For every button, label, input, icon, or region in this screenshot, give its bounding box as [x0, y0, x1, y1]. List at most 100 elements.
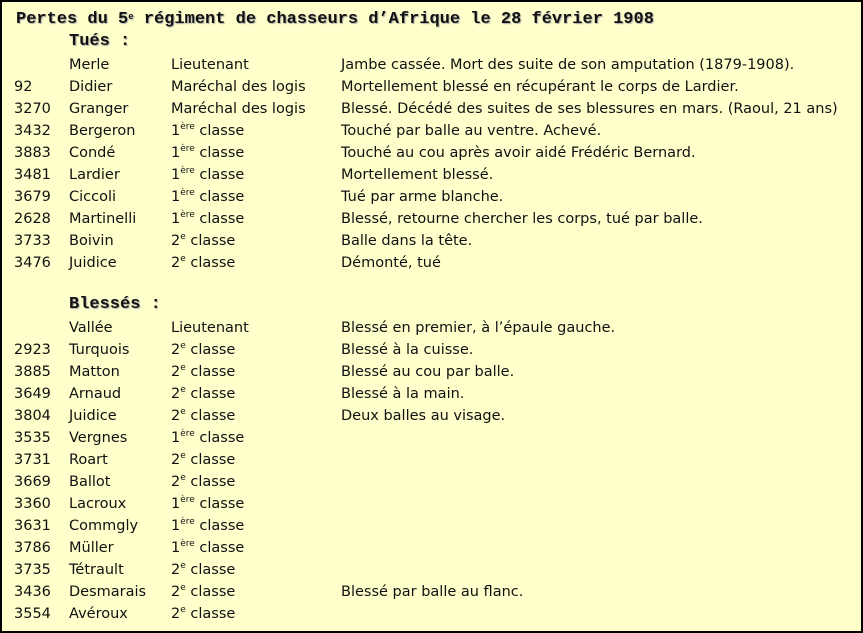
soldier-rank: 1ère classe — [171, 120, 244, 142]
page-title: Pertes du 5e régiment de chasseurs d’Afr… — [16, 10, 654, 29]
rank-base: 1 — [171, 518, 181, 534]
rank-base: Maréchal des logis — [171, 79, 306, 95]
rank-superscript: ère — [180, 539, 195, 549]
rank-superscript: ère — [180, 429, 195, 439]
rank-base: 1 — [171, 189, 181, 205]
soldier-name: Bergeron — [69, 123, 136, 139]
rank-base: 2 — [171, 342, 181, 358]
soldier-rank: 1ère classe — [171, 186, 244, 208]
soldier-name: Turquois — [69, 342, 130, 358]
soldier-rank: 1ère classe — [171, 427, 244, 449]
casualty-note: Blessé en premier, à l’épaule gauche. — [341, 320, 616, 336]
title-text: Pertes du 5 — [16, 10, 129, 29]
rank-base: 1 — [171, 211, 181, 227]
soldier-number: 3554 — [14, 606, 51, 622]
soldier-name: Müller — [69, 540, 114, 556]
soldier-name: Ballot — [69, 474, 111, 490]
soldier-name: Merle — [69, 57, 110, 73]
rank-rest: classe — [194, 189, 245, 205]
soldier-rank: 2e classe — [171, 383, 235, 405]
casualty-note: Blessé à la main. — [341, 386, 465, 402]
rank-rest: classe — [194, 145, 245, 161]
rank-superscript: e — [180, 583, 186, 593]
rank-rest: classe — [194, 211, 245, 227]
soldier-number: 3786 — [14, 540, 51, 556]
casualty-note: Touché au cou après avoir aidé Frédéric … — [341, 145, 696, 161]
rank-rest: classe — [194, 518, 245, 534]
rank-superscript: e — [180, 385, 186, 395]
rank-superscript: e — [180, 561, 186, 571]
rank-superscript: ère — [180, 122, 195, 132]
rank-superscript: e — [180, 232, 186, 242]
soldier-number: 3733 — [14, 233, 51, 249]
soldier-number: 3804 — [14, 408, 51, 424]
casualty-note: Touché par balle au ventre. Achevé. — [341, 123, 602, 139]
title-superscript: e — [128, 12, 134, 22]
rank-base: 2 — [171, 255, 181, 271]
rank-rest: classe — [194, 496, 245, 512]
rank-rest: classe — [185, 452, 236, 468]
soldier-number: 3735 — [14, 562, 51, 578]
soldier-name: Avéroux — [69, 606, 128, 622]
rank-rest: classe — [185, 584, 236, 600]
rank-superscript: e — [180, 407, 186, 417]
soldier-name: Matton — [69, 364, 120, 380]
rank-superscript: ère — [180, 517, 195, 527]
casualty-note: Blessé au cou par balle. — [341, 364, 515, 380]
rank-rest: classe — [194, 123, 245, 139]
rank-base: 2 — [171, 474, 181, 490]
rank-rest: classe — [185, 233, 236, 249]
soldier-rank: 2e classe — [171, 361, 235, 383]
rank-rest: classe — [185, 255, 236, 271]
soldier-name: Arnaud — [69, 386, 122, 402]
casualty-note: Balle dans la tête. — [341, 233, 473, 249]
rank-base: 1 — [171, 123, 181, 139]
soldier-rank: 2e classe — [171, 449, 235, 471]
soldier-name: Vallée — [69, 320, 113, 336]
soldier-number: 3360 — [14, 496, 51, 512]
casualty-note: Mortellement blessé en récupérant le cor… — [341, 79, 739, 95]
soldier-rank: Maréchal des logis — [171, 76, 306, 98]
soldier-number: 3649 — [14, 386, 51, 402]
rank-base: 2 — [171, 606, 181, 622]
casualty-note: Deux balles au visage. — [341, 408, 506, 424]
rank-base: Lieutenant — [171, 320, 249, 336]
rank-base: 2 — [171, 562, 181, 578]
section-heading: Blessés : — [69, 295, 161, 314]
rank-superscript: e — [180, 605, 186, 615]
casualty-note: Mortellement blessé. — [341, 167, 494, 183]
soldier-rank: 1ère classe — [171, 537, 244, 559]
soldier-number: 2628 — [14, 211, 51, 227]
soldier-number: 3669 — [14, 474, 51, 490]
rank-rest: classe — [185, 474, 236, 490]
soldier-name: Desmarais — [69, 584, 147, 600]
soldier-name: Didier — [69, 79, 113, 95]
casualty-note: Blessé, retourne chercher les corps, tué… — [341, 211, 703, 227]
rank-rest: classe — [185, 364, 236, 380]
soldier-name: Lacroux — [69, 496, 127, 512]
casualty-note: Blessé par balle au flanc. — [341, 584, 524, 600]
soldier-name: Juidice — [69, 408, 117, 424]
soldier-number: 3535 — [14, 430, 51, 446]
rank-superscript: e — [180, 363, 186, 373]
rank-superscript: ère — [180, 144, 195, 154]
soldier-rank: 1ère classe — [171, 208, 244, 230]
title-text-rest: régiment de chasseurs d’Afrique le 28 fé… — [133, 10, 654, 29]
rank-base: 1 — [171, 540, 181, 556]
soldier-name: Roart — [69, 452, 108, 468]
rank-rest: classe — [185, 606, 236, 622]
soldier-rank: 2e classe — [171, 581, 235, 603]
soldier-name: Vergnes — [69, 430, 128, 446]
rank-base: 1 — [171, 145, 181, 161]
soldier-rank: 2e classe — [171, 603, 235, 625]
rank-base: 1 — [171, 496, 181, 512]
soldier-number: 3432 — [14, 123, 51, 139]
soldier-name: Condé — [69, 145, 116, 161]
rank-base: 2 — [171, 584, 181, 600]
soldier-name: Martinelli — [69, 211, 137, 227]
soldier-rank: 2e classe — [171, 252, 235, 274]
soldier-rank: Maréchal des logis — [171, 98, 306, 120]
rank-base: 2 — [171, 233, 181, 249]
casualty-note: Blessé à la cuisse. — [341, 342, 474, 358]
